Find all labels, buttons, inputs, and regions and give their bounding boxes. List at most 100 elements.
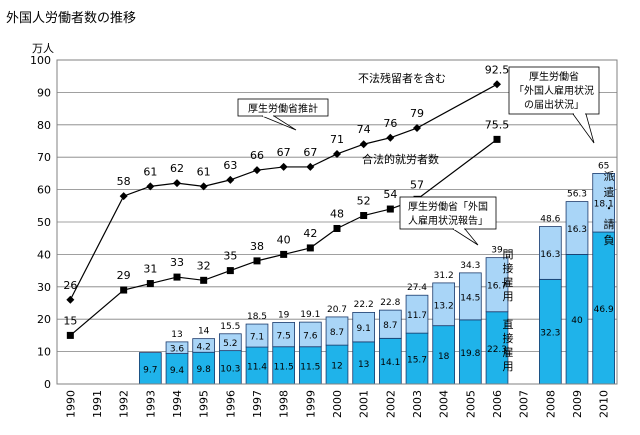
- line-value-label: 61: [197, 165, 211, 178]
- line-value-label: 57: [410, 178, 424, 191]
- dispatch-contract-label: 派遣・請負: [604, 170, 615, 247]
- line-value-label: 66: [250, 149, 264, 162]
- bar-indirect-value: 18.1: [594, 200, 614, 210]
- line-marker-diamond: [66, 295, 75, 304]
- line-value-label: 75.5: [485, 118, 510, 131]
- line-value-label: 76: [383, 117, 397, 130]
- notice-label-line2: 「外国人雇用状況: [514, 84, 594, 97]
- x-tick-label: 1994: [171, 390, 184, 418]
- direct-employment-label: 直接雇用: [503, 317, 514, 373]
- bar-indirect: [565, 201, 589, 255]
- bar-direct-value: 18: [438, 352, 450, 362]
- x-tick-label: 2002: [384, 390, 397, 418]
- bar-total-label: 65: [598, 161, 609, 171]
- bar-indirect-value: 7.5: [277, 332, 291, 342]
- x-tick-label: 1998: [278, 390, 291, 418]
- bar-total-label: 13: [171, 330, 182, 340]
- report-box: [399, 196, 497, 230]
- bar-total-label: 48.6: [540, 215, 560, 225]
- bar-indirect-value: 16.3: [540, 250, 560, 260]
- bar-direct-value: 11.5: [300, 362, 320, 372]
- line-value-label: 42: [303, 227, 317, 240]
- line-value-label: 31: [143, 263, 157, 276]
- bar-total-label: 31.2: [434, 271, 454, 281]
- bar-indirect: [192, 338, 216, 353]
- line-value-label: 35: [223, 250, 237, 263]
- x-tick-label: 2005: [464, 390, 477, 418]
- bar-indirect-value: 14.5: [460, 293, 480, 303]
- y-tick-label: 100: [30, 54, 51, 67]
- x-tick-label: 2010: [598, 390, 611, 418]
- bar-total-label: 34.3: [460, 261, 480, 271]
- y-tick-label: 90: [37, 86, 51, 99]
- x-tick-label: 2006: [491, 390, 504, 418]
- bar-direct-value: 10.3: [220, 364, 240, 374]
- bar-indirect-value: 8.7: [383, 321, 397, 331]
- line-marker-square: [226, 267, 234, 275]
- line-value-label: 54: [383, 188, 397, 201]
- line-value-label: 52: [357, 195, 371, 208]
- bar-direct-value: 19.8: [460, 349, 480, 359]
- y-tick-label: 40: [37, 248, 51, 261]
- notice-pointer: [572, 113, 595, 144]
- line-value-label: 63: [223, 159, 237, 172]
- line-value-label: 15: [63, 314, 77, 327]
- line-marker-square: [280, 250, 288, 258]
- x-tick-label: 2009: [571, 390, 584, 418]
- bar-indirect: [325, 316, 349, 346]
- annotations: 不法残留者を含む 合法的就労者数 厚生労働省推計 厚生労働省「外国 人雇用状況報…: [237, 66, 615, 373]
- x-tick-label: 1996: [224, 390, 237, 418]
- bar-direct-value: 13: [358, 360, 369, 370]
- bar-total-label: 20.7: [327, 305, 347, 315]
- line-marker-square: [493, 135, 501, 143]
- notice-label-line1: 厚生労働省: [529, 70, 579, 83]
- bar-indirect: [432, 282, 456, 327]
- line-marker-diamond: [306, 162, 315, 171]
- line-value-label: 61: [143, 165, 157, 178]
- line-series-1: [69, 138, 498, 336]
- line-label-illegal: 不法残留者を含む: [358, 71, 446, 85]
- lines: 26 58 61 62 61 63 66 67 67 71 74 76 79 92.5 15 29 31 33 32…: [63, 63, 509, 339]
- bar-indirect-value: 7.1: [250, 333, 264, 343]
- line-marker-diamond: [146, 182, 155, 191]
- line-value-label: 92.5: [485, 63, 510, 76]
- plot-frame: [56, 59, 618, 385]
- x-tick-label: 1990: [64, 390, 77, 418]
- line-marker-square: [360, 212, 368, 220]
- line-marker-square: [333, 224, 341, 232]
- bar-direct-value: 9.8: [197, 365, 212, 375]
- bar-indirect-value: 4.2: [197, 342, 211, 352]
- x-tick-label: 2004: [438, 390, 451, 418]
- bar-indirect: [218, 333, 242, 352]
- bar-direct-value: 14.1: [380, 358, 400, 368]
- line-marker-diamond: [359, 140, 368, 149]
- bar-indirect: [165, 341, 189, 354]
- x-tick-label: 2003: [411, 390, 424, 418]
- bar-indirect: [298, 321, 322, 348]
- x-tick-label: 1999: [304, 390, 317, 418]
- line-value-label: 48: [330, 207, 344, 220]
- bar-direct-value: 46.9: [594, 305, 614, 315]
- bar-indirect-value: 16.7: [487, 282, 507, 292]
- line-marker-square: [66, 331, 74, 339]
- bar-total-label: 19: [278, 310, 290, 320]
- line-marker-square: [253, 257, 261, 265]
- line-value-label: 67: [277, 146, 291, 159]
- bar-indirect: [352, 311, 376, 343]
- y-tick-label: 60: [37, 184, 51, 197]
- bar-total-label: 18.5: [247, 312, 267, 322]
- line-marker-square: [146, 280, 154, 288]
- bar-direct-value: 40: [571, 316, 583, 326]
- x-tick-label: 1997: [251, 390, 264, 418]
- bar-indirect-value: 16.3: [567, 225, 587, 235]
- bar-total-label: 15.5: [220, 322, 240, 332]
- line-marker-diamond: [493, 80, 501, 89]
- x-tick-label: 2001: [358, 390, 371, 418]
- y-tick-label: 10: [37, 346, 51, 359]
- bar-total-label: 22.8: [380, 298, 400, 308]
- x-tick-label: 2000: [331, 390, 344, 418]
- line-value-label: 79: [410, 107, 424, 120]
- line-marker-diamond: [333, 149, 341, 158]
- bar-total-label: 39: [491, 246, 503, 256]
- bar-indirect-value: 9.1: [357, 324, 371, 334]
